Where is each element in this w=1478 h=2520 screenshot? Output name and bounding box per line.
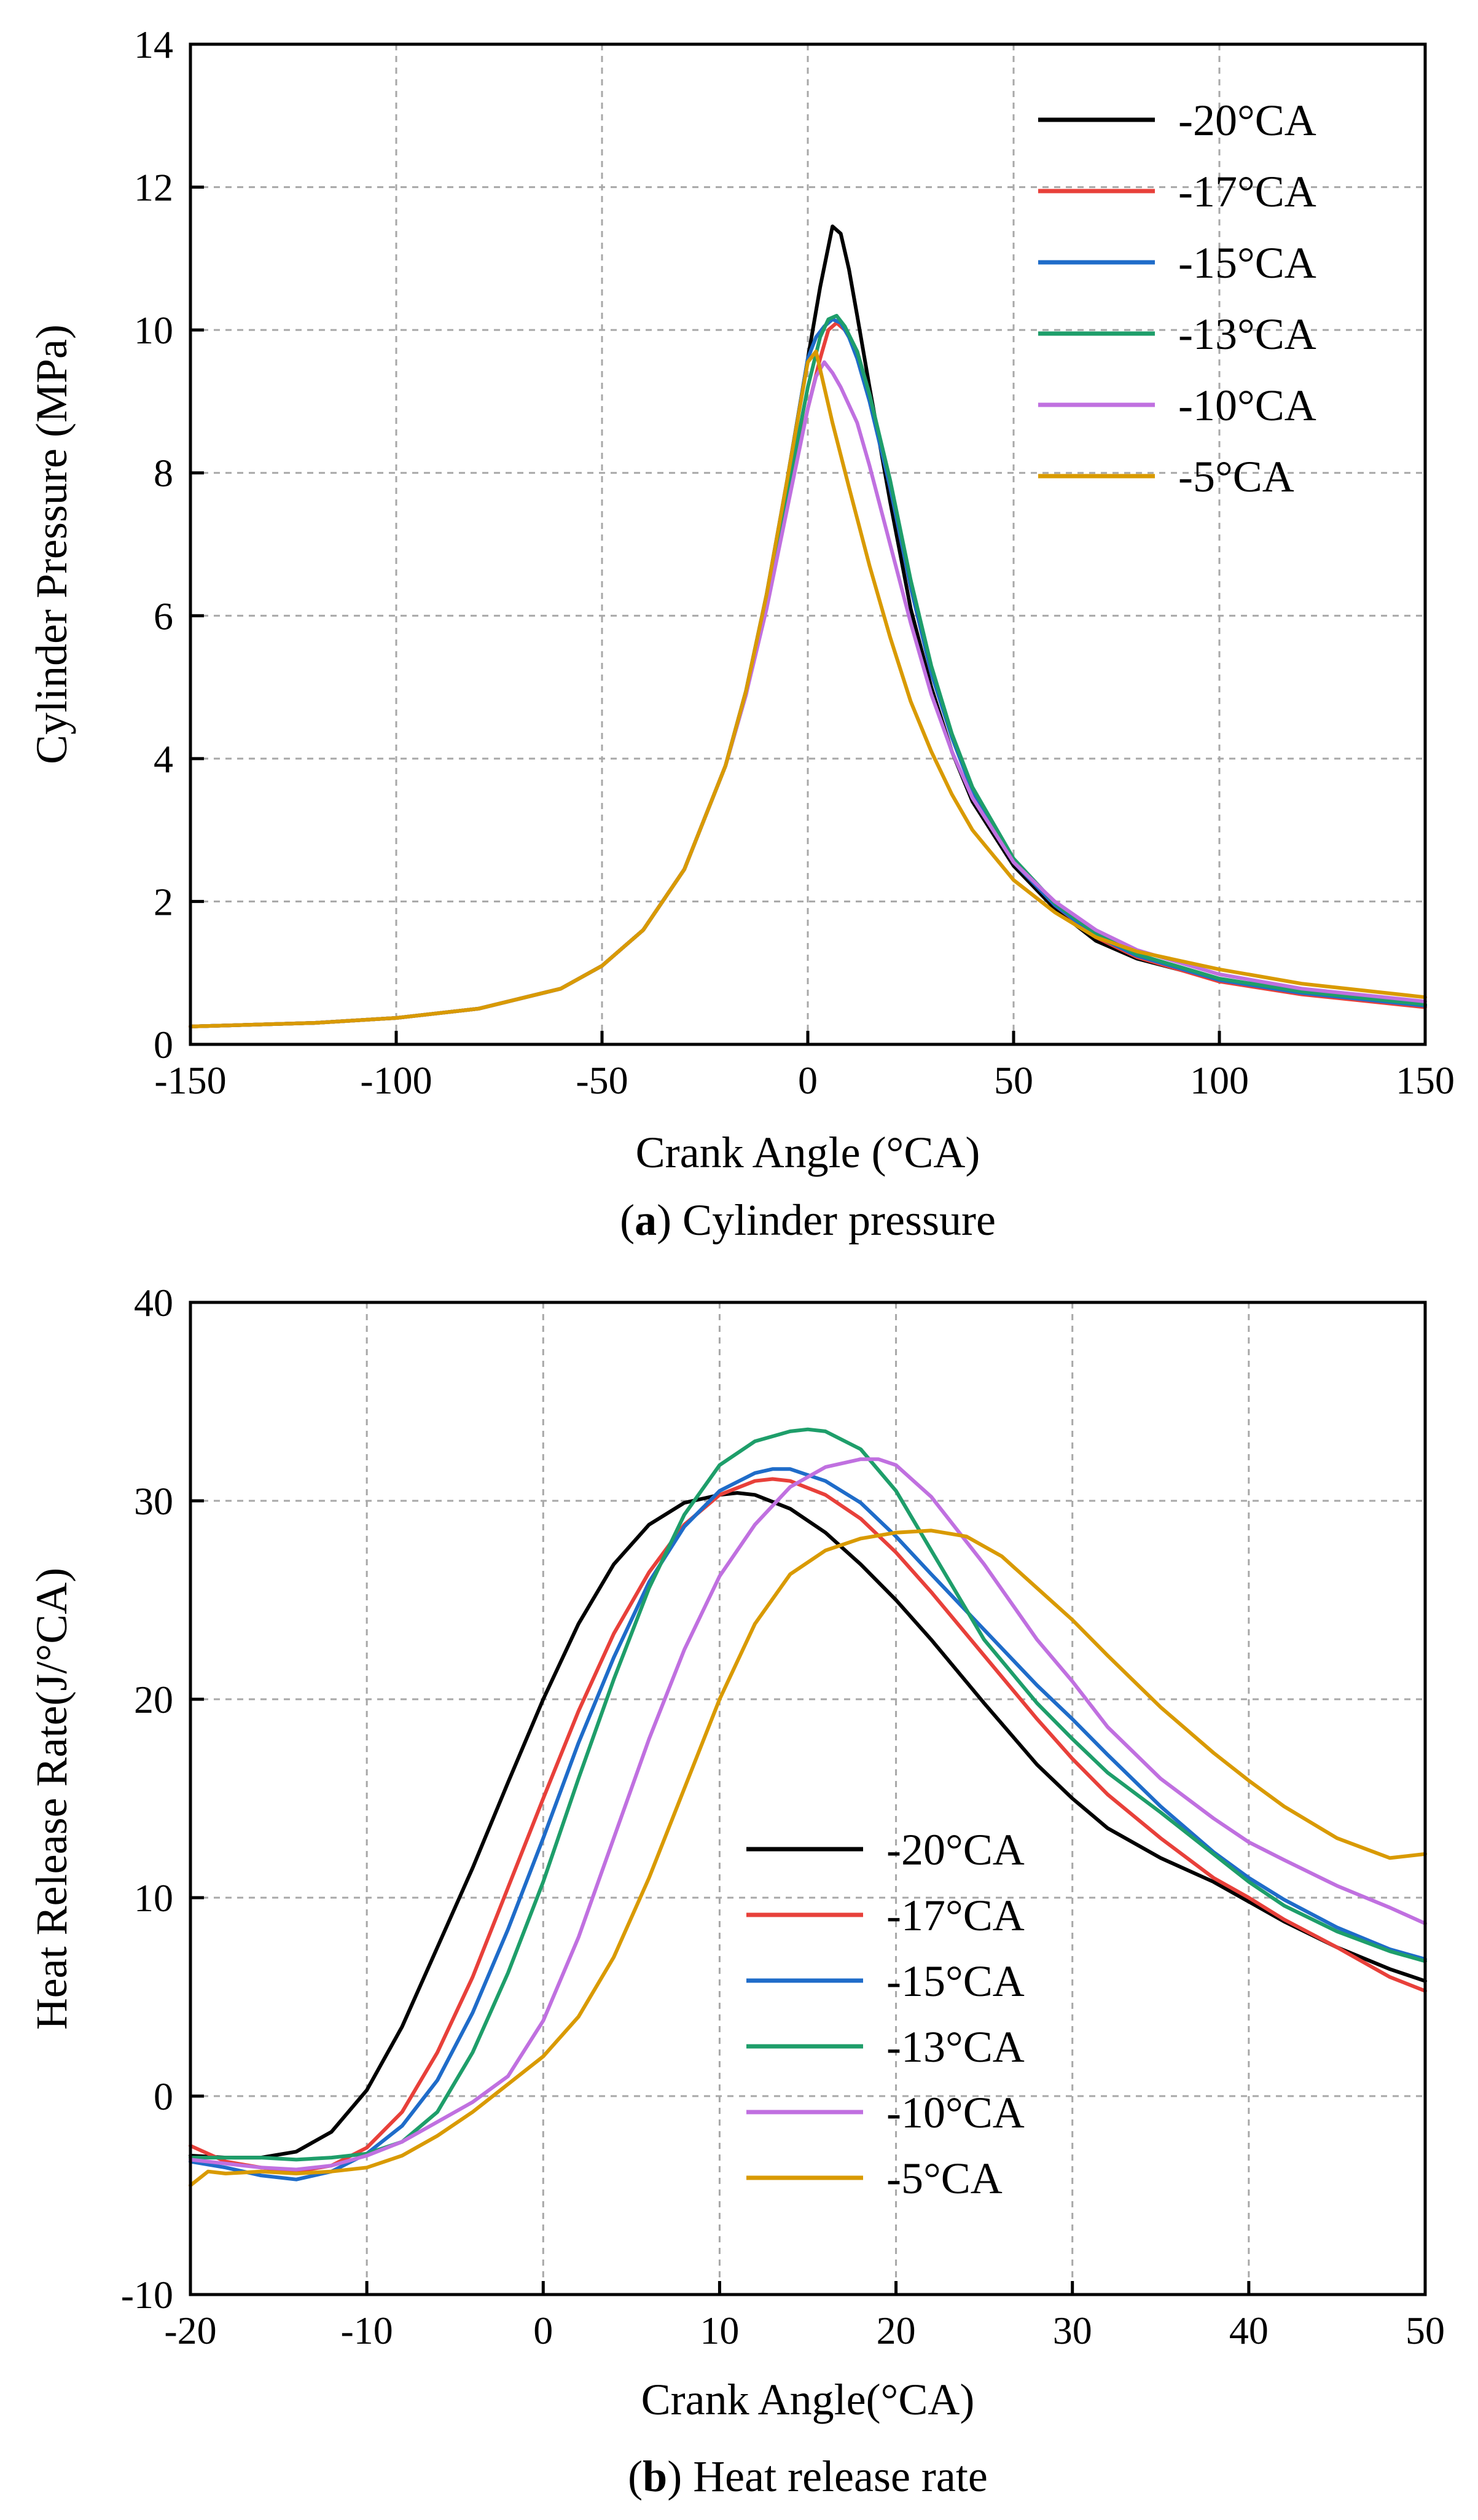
panel-a-xtick-label-2: -50 bbox=[576, 1058, 628, 1102]
panel-b-legend-label-3: -13°CA bbox=[886, 2022, 1025, 2072]
panel-b-series-line-4 bbox=[189, 1457, 1427, 2172]
panel-b-caption-letter: b bbox=[643, 2452, 667, 2501]
panel-a-xtick-label-4: 50 bbox=[994, 1058, 1033, 1102]
panel-b-ytick-label-2: 10 bbox=[134, 1876, 173, 1920]
panel-b-xtick-label-1: -10 bbox=[340, 2309, 393, 2352]
panel-b-legend-label-5: -5°CA bbox=[886, 2154, 1003, 2203]
panel-a-ytick-label-5: 10 bbox=[134, 308, 173, 352]
panel-b-legend-label-1: -17°CA bbox=[886, 1891, 1025, 1940]
panel-a-xtick-label-6: 150 bbox=[1396, 1058, 1455, 1102]
panel-b-series-group bbox=[189, 1427, 1427, 2188]
panel-b-series-line-5 bbox=[189, 1528, 1427, 2188]
panel-b-ytick-label-0: -10 bbox=[121, 2273, 173, 2317]
panel-b-legend-item-1: -17°CA bbox=[746, 1891, 1025, 1940]
panel-b-y-axis-label: Heat Release Rate(J/°CA) bbox=[27, 1568, 76, 2030]
panel-a-xtick-label-3: 0 bbox=[798, 1058, 818, 1102]
panel-a-y-axis-label: Cylinder Pressure (MPa) bbox=[27, 324, 76, 764]
panel-a-legend-item-4: -10°CA bbox=[1038, 381, 1316, 430]
panel-a-ytick-label-4: 8 bbox=[154, 452, 173, 495]
panel-a-tick-marks bbox=[189, 42, 1427, 1046]
panel-b-xtick-label-6: 40 bbox=[1229, 2309, 1269, 2352]
panel-b-xtick-label-7: 50 bbox=[1406, 2309, 1445, 2352]
panel-b-x-tick-labels: -20 -10 0 10 20 30 40 50 bbox=[164, 2309, 1445, 2352]
panel-a-ytick-label-1: 2 bbox=[154, 880, 173, 923]
panel-a-xtick-label-5: 100 bbox=[1190, 1058, 1249, 1102]
panel-b-legend: -20°CA -17°CA -15°CA -13°CA -10°CA -5°CA bbox=[746, 1825, 1025, 2203]
panel-a-legend-label-4: -10°CA bbox=[1178, 381, 1316, 430]
panel-b-ytick-label-5: 40 bbox=[134, 1281, 173, 1325]
panel-a-series-line-5 bbox=[189, 350, 1427, 1028]
panel-b-ytick-label-1: 0 bbox=[154, 2075, 173, 2118]
panel-b-tick-marks bbox=[189, 1301, 1427, 2296]
panel-b-series-line-0 bbox=[189, 1491, 1427, 2160]
panel-b-legend-item-4: -10°CA bbox=[746, 2088, 1025, 2137]
panel-a-legend: -20°CA -17°CA -15°CA -13°CA -10°CA -5°CA bbox=[1038, 96, 1316, 501]
panel-a-series-group bbox=[189, 224, 1427, 1028]
panel-a-ytick-label-6: 12 bbox=[134, 166, 173, 209]
panel-b-legend-item-0: -20°CA bbox=[746, 1825, 1025, 1874]
panel-a-legend-item-3: -13°CA bbox=[1038, 310, 1316, 359]
panel-a-legend-label-3: -13°CA bbox=[1178, 310, 1316, 359]
panel-b-legend-label-4: -10°CA bbox=[886, 2088, 1025, 2137]
panel-b-caption: (b) Heat release rate bbox=[628, 2452, 988, 2501]
panel-b-legend-label-0: -20°CA bbox=[886, 1825, 1025, 1874]
panel-b-series-line-2 bbox=[189, 1467, 1427, 2182]
panel-b-xtick-label-0: -20 bbox=[164, 2309, 216, 2352]
panel-b-plot-frame bbox=[189, 1301, 1427, 2296]
panel-b-legend-label-2: -15°CA bbox=[886, 1957, 1025, 2006]
panel-b-xtick-label-4: 20 bbox=[877, 2309, 916, 2352]
panel-a-y-tick-labels: 0 2 4 6 8 10 12 14 bbox=[134, 23, 173, 1066]
panel-b-legend-item-3: -13°CA bbox=[746, 2022, 1025, 2072]
panel-b-ytick-label-4: 30 bbox=[134, 1479, 173, 1523]
panel-b-caption-text: Heat release rate bbox=[693, 2452, 988, 2501]
panel-a-legend-label-1: -17°CA bbox=[1178, 167, 1316, 216]
panel-a-legend-item-0: -20°CA bbox=[1038, 96, 1316, 145]
panel-a-caption-text: Cylinder pressure bbox=[682, 1195, 996, 1245]
panel-a-caption: (a) Cylinder pressure bbox=[620, 1195, 996, 1245]
panel-a-ytick-label-3: 6 bbox=[154, 594, 173, 638]
panel-a-x-axis-label: Crank Angle (°CA) bbox=[636, 1128, 980, 1177]
panel-a-ytick-label-7: 14 bbox=[134, 23, 173, 66]
panel-b-x-axis-label: Crank Angle(°CA) bbox=[641, 2375, 975, 2424]
panel-a-x-tick-labels: -150 -100 -50 0 50 100 150 bbox=[154, 1058, 1455, 1102]
panel-a-legend-label-2: -15°CA bbox=[1178, 238, 1316, 288]
panel-a-xtick-label-0: -150 bbox=[154, 1058, 226, 1102]
panel-b-xtick-label-5: 30 bbox=[1053, 2309, 1092, 2352]
panel-b-series-line-1 bbox=[189, 1477, 1427, 2174]
panel-a-legend-label-5: -5°CA bbox=[1178, 452, 1294, 501]
panel-a-gridlines bbox=[190, 44, 1425, 1044]
panel-b-ytick-label-3: 20 bbox=[134, 1678, 173, 1721]
panel-b-legend-item-5: -5°CA bbox=[746, 2154, 1003, 2203]
panel-a-legend-item-1: -17°CA bbox=[1038, 167, 1316, 216]
panel-a-ytick-label-2: 4 bbox=[154, 737, 173, 781]
panel-a-legend-item-5: -5°CA bbox=[1038, 452, 1294, 501]
panel-b-xtick-label-2: 0 bbox=[533, 2309, 553, 2352]
panel-b-legend-item-2: -15°CA bbox=[746, 1957, 1025, 2006]
panel-b-y-tick-labels: -10 0 10 20 30 40 bbox=[121, 1281, 173, 2317]
panel-a-ytick-label-0: 0 bbox=[154, 1023, 173, 1066]
panel-b-xtick-label-3: 10 bbox=[700, 2309, 739, 2352]
panel-a-legend-label-0: -20°CA bbox=[1178, 96, 1316, 145]
panel-a-caption-letter: a bbox=[635, 1195, 657, 1245]
panel-a-xtick-label-1: -100 bbox=[360, 1058, 432, 1102]
panel-a-legend-item-2: -15°CA bbox=[1038, 238, 1316, 288]
